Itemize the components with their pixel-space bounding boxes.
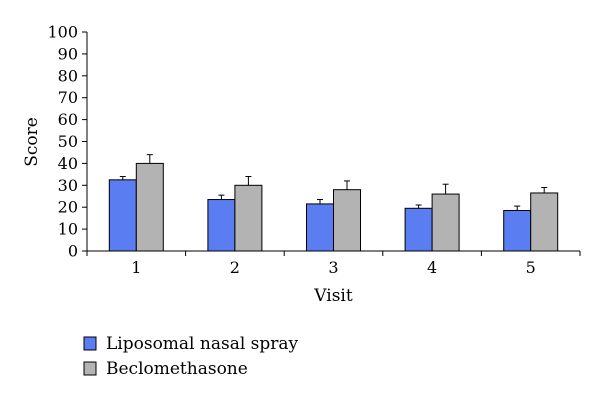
bar-series-2-visit-5 [530, 192, 559, 252]
x-tick-label: 3 [328, 258, 338, 277]
legend-label: Liposomal nasal spray [106, 334, 299, 354]
bar-series-1-visit-2 [207, 199, 236, 252]
y-tick-label: 40 [58, 154, 78, 173]
y-tick-label: 30 [58, 176, 78, 195]
x-axis-title: Visit [313, 286, 353, 306]
x-tick-label: 2 [230, 258, 240, 277]
plot-area [108, 154, 559, 252]
y-tick-label: 50 [58, 132, 78, 151]
bar-series-2-visit-3 [333, 189, 361, 252]
y-tick-label: 60 [58, 110, 78, 129]
legend-swatch [83, 361, 97, 376]
bar-series-1-visit-3 [306, 203, 334, 252]
y-tick-label: 70 [58, 88, 78, 107]
x-tick-label: 4 [427, 258, 437, 277]
legend-swatch [83, 336, 97, 351]
y-tick-label: 10 [58, 220, 78, 239]
y-axis: 0 10 20 30 40 50 60 70 80 90 100 [47, 23, 88, 261]
y-tick-label: 80 [58, 66, 78, 85]
x-tick-label: 5 [526, 258, 536, 277]
y-axis-title: Score [22, 117, 42, 167]
y-tick-label: 90 [58, 44, 78, 63]
y-tick-label: 100 [47, 23, 78, 42]
y-tick-label: 20 [58, 198, 78, 217]
bar-series-2-visit-2 [234, 184, 263, 252]
bar-series-2-visit-4 [431, 193, 460, 252]
x-axis: 1 2 3 4 5 [86, 250, 581, 277]
legend: Liposomal nasal spray Beclomethasone [83, 334, 299, 379]
y-tick-label: 0 [68, 242, 78, 261]
bar-series-1-visit-1 [108, 179, 137, 252]
bar-series-2-visit-1 [135, 162, 164, 252]
bar-series-1-visit-4 [404, 207, 433, 252]
x-tick-label: 1 [131, 258, 141, 277]
legend-label: Beclomethasone [106, 359, 248, 379]
bar-series-1-visit-5 [503, 209, 532, 252]
